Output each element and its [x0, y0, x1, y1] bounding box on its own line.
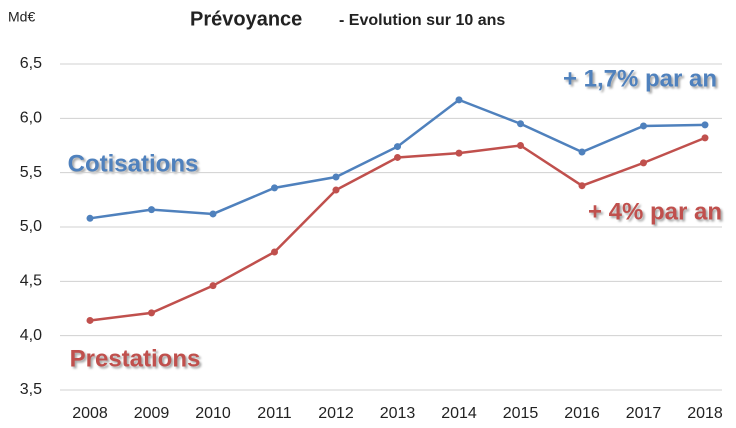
y-tick-label: 6,0 [20, 110, 42, 127]
annotation: + 1,7% par an [563, 65, 717, 92]
x-tick-label: 2018 [687, 405, 723, 422]
y-tick-label: 5,0 [20, 218, 42, 235]
data-point [209, 210, 217, 218]
x-tick-label: 2008 [72, 405, 108, 422]
legend-entry: Cotisations [68, 150, 199, 177]
data-point [640, 122, 647, 130]
x-tick-label: 2014 [441, 405, 477, 422]
data-point [455, 96, 463, 104]
data-point [394, 153, 401, 161]
data-point [517, 142, 524, 149]
x-tick-label: 2015 [503, 405, 539, 422]
y-tick-label: 3,5 [20, 381, 42, 398]
data-point [701, 134, 709, 142]
data-point [394, 143, 401, 151]
data-point [332, 186, 340, 194]
y-tick-label: 6,5 [20, 55, 42, 72]
x-tick-label: 2017 [626, 405, 662, 422]
data-point [148, 206, 155, 214]
y-tick-label: 4,0 [20, 327, 42, 344]
data-point [332, 173, 340, 181]
data-point [148, 309, 155, 317]
chart-subtitle: - Evolution sur 10 ans [339, 12, 505, 29]
x-tick-label: 2016 [564, 405, 600, 422]
x-tick-label: 2010 [195, 405, 231, 422]
x-tick-label: 2011 [257, 405, 292, 422]
data-point [578, 182, 586, 190]
annotation: + 4% par an [588, 198, 722, 225]
data-point [86, 316, 94, 324]
data-point [455, 149, 463, 157]
y-axis-label: Md€ [8, 9, 35, 25]
data-point [271, 184, 278, 192]
data-point [209, 282, 217, 290]
data-point [271, 248, 278, 256]
data-point [517, 120, 524, 128]
data-point [86, 214, 94, 222]
legend-entry: Prestations [70, 345, 201, 372]
data-point [701, 121, 709, 129]
x-tick-label: 2009 [134, 405, 170, 422]
y-tick-label: 4,5 [20, 273, 42, 290]
x-tick-label: 2013 [380, 405, 416, 422]
chart-title: Prévoyance [190, 8, 302, 30]
data-point [578, 148, 586, 156]
data-point [640, 159, 647, 167]
x-tick-label: 2012 [318, 405, 354, 422]
y-tick-label: 5,5 [20, 164, 42, 181]
